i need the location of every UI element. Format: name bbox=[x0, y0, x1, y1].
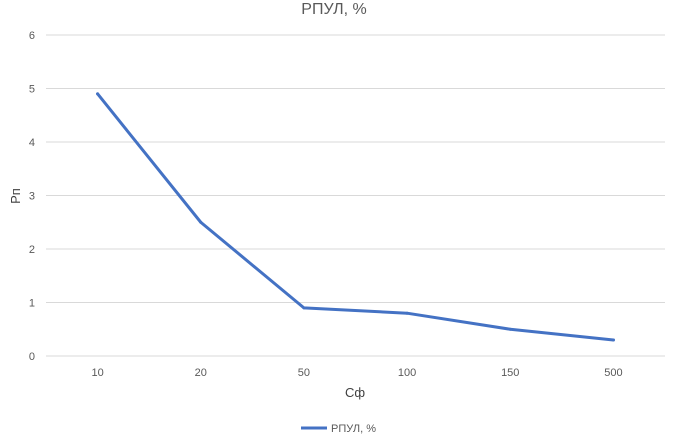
x-tick-label: 50 bbox=[298, 367, 310, 379]
data-point bbox=[611, 338, 615, 342]
x-tick-label: 500 bbox=[604, 367, 622, 379]
y-tick-label: 1 bbox=[29, 298, 35, 310]
data-point bbox=[96, 92, 100, 96]
x-axis-ticks: 10 20 50 100 150 500 bbox=[91, 367, 622, 379]
legend-label: РПУЛ, % bbox=[331, 423, 376, 435]
legend: РПУЛ, % bbox=[301, 423, 376, 435]
gridlines bbox=[46, 34, 665, 357]
y-tick-label: 0 bbox=[29, 351, 35, 363]
y-tick-label: 5 bbox=[29, 84, 35, 96]
data-point bbox=[405, 311, 409, 315]
x-tick-label: 150 bbox=[501, 367, 519, 379]
y-tick-label: 2 bbox=[29, 244, 35, 256]
chart-title: РПУЛ, % bbox=[301, 1, 366, 18]
series-line bbox=[96, 92, 615, 342]
data-point bbox=[199, 220, 203, 224]
x-tick-label: 20 bbox=[195, 367, 207, 379]
y-tick-label: 3 bbox=[29, 191, 35, 203]
x-tick-label: 100 bbox=[398, 367, 416, 379]
y-axis-label: Рп bbox=[8, 188, 23, 204]
x-tick-label: 10 bbox=[91, 367, 103, 379]
data-point bbox=[302, 306, 306, 310]
x-axis-label: Сф bbox=[345, 385, 365, 400]
y-tick-label: 4 bbox=[29, 137, 35, 149]
data-point bbox=[508, 327, 512, 331]
y-axis-ticks: 0 1 2 3 4 5 6 bbox=[29, 30, 35, 363]
series-layer bbox=[96, 92, 615, 342]
y-tick-label: 6 bbox=[29, 30, 35, 42]
